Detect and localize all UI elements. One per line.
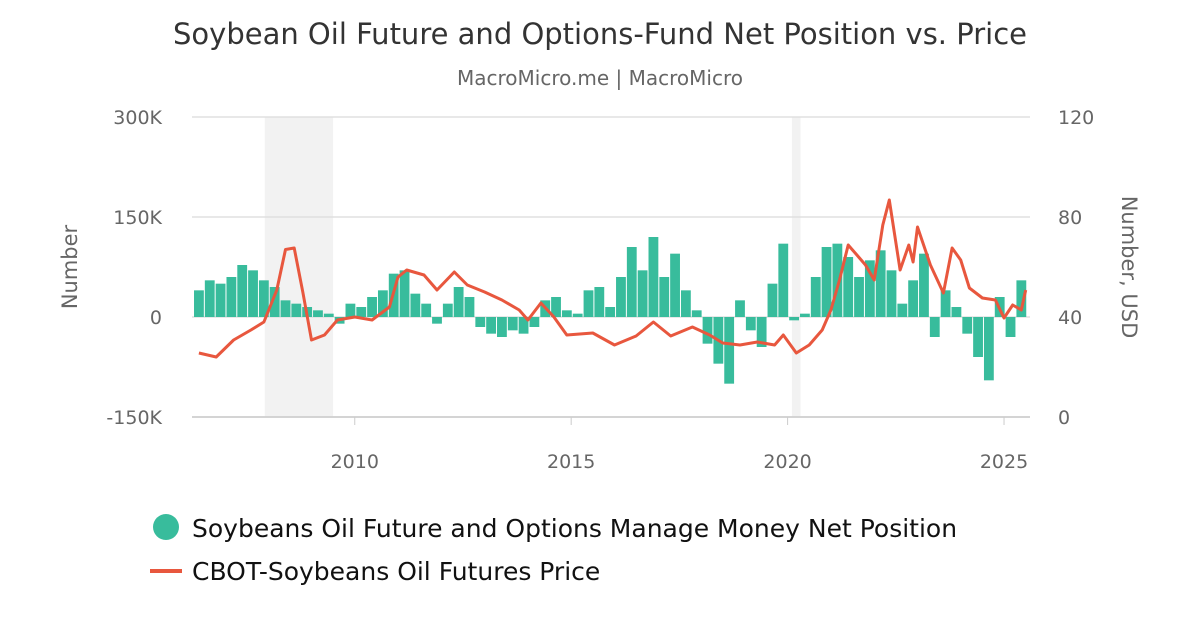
chart-subtitle: MacroMicro.me | MacroMicro [457,66,743,90]
net-position-bar [854,277,864,317]
net-position-bar [269,287,280,317]
chart-title: Soybean Oil Future and Options-Fund Net … [173,17,1027,51]
net-position-bar [226,277,237,317]
net-position-bar [561,310,572,317]
net-position-bar [940,290,951,317]
net-position-bar [983,317,994,381]
net-position-bar [691,310,702,317]
net-position-bar [616,277,626,317]
net-position-bar [356,307,367,317]
net-position-bar [518,317,529,334]
right-tick-label: 80 [1058,207,1082,229]
net-position-bar [745,317,756,331]
net-position-bar [864,260,875,317]
net-position-bar [789,317,800,321]
net-position-bar [248,270,258,317]
net-position-bar [507,317,518,331]
net-position-bar [843,257,854,317]
net-position-bar [291,303,302,317]
left-axis-label: Number [58,224,82,309]
net-position-bar [204,280,215,317]
left-tick-label: 150K [113,207,162,229]
right-tick-label: 40 [1058,307,1082,329]
net-position-bar [832,243,843,317]
legend: Soybeans Oil Future and Options Manage M… [150,514,957,586]
net-position-bar [724,317,735,384]
net-position-bar [377,290,388,317]
x-tick-label: 2025 [980,451,1028,473]
net-position-bar [886,270,897,317]
net-position-bar [919,253,929,317]
net-position-bar [951,307,962,317]
net-position-bar [432,317,442,324]
net-position-bar [659,277,670,317]
net-position-bar [1005,317,1016,337]
shaded-period [791,117,801,417]
net-position-bar [973,317,983,357]
price-line [198,198,1028,359]
net-position-bar [670,253,680,317]
net-position-bar [497,317,507,337]
legend-item-net-position[interactable]: Soybeans Oil Future and Options Manage M… [153,514,957,543]
legend-label-net-position: Soybeans Oil Future and Options Manage M… [192,514,957,543]
net-position-bar [594,287,605,317]
net-position-bar [367,297,377,317]
net-position-bar [529,317,540,327]
x-tick-label: 2010 [331,451,379,473]
net-position-bar [237,265,248,317]
net-position-bar [475,317,486,327]
x-tick-label: 2015 [547,451,595,473]
net-position-bar [962,317,973,334]
net-position-bar [410,293,421,317]
net-position-bar [551,297,561,317]
net-position-bar [258,280,269,317]
left-tick-label: 0 [150,307,162,329]
net-position-bar [821,247,832,317]
right-tick-label: 0 [1058,407,1070,429]
net-position-bar [464,297,475,317]
net-position-bar [345,303,356,317]
net-position-bar [756,317,767,347]
net-position-bar [735,300,745,317]
net-position-bar [897,303,908,317]
net-position-bar [280,300,291,317]
net-position-bar [767,283,778,317]
right-axis-label: Number, USD [1117,196,1141,339]
net-position-bar [810,277,821,317]
net-position-bar [486,317,497,334]
x-tick-label: 2020 [763,451,811,473]
legend-label-price: CBOT-Soybeans Oil Futures Price [192,557,600,586]
net-position-bar [605,307,616,317]
legend-item-price[interactable]: CBOT-Soybeans Oil Futures Price [150,557,600,586]
net-position-bar [626,247,637,317]
right-tick-label: 120 [1058,107,1094,129]
net-position-bar [929,317,940,337]
net-position-bar [572,313,583,317]
net-position-bar [399,270,410,317]
net-position-bar [313,310,323,317]
net-position-bar [875,250,886,317]
net-position-bar [194,290,204,317]
net-position-bar [778,243,789,317]
net-position-bar [323,313,334,317]
net-position-bar [442,303,453,317]
legend-circle-icon [153,514,179,540]
net-position-bar [637,270,648,317]
left-tick-label: -150K [106,407,162,429]
net-position-bar [648,237,659,317]
net-position-bar [800,313,810,317]
net-position-bar [421,303,432,317]
net-position-bar [680,290,691,317]
net-position-bar [1016,280,1027,317]
left-tick-label: 300K [113,107,162,129]
net-position-bar [702,317,713,344]
net-position-bar [453,287,464,317]
net-position-bar [908,280,919,317]
net-position-bar [215,283,226,317]
net-position-bar [583,290,594,317]
